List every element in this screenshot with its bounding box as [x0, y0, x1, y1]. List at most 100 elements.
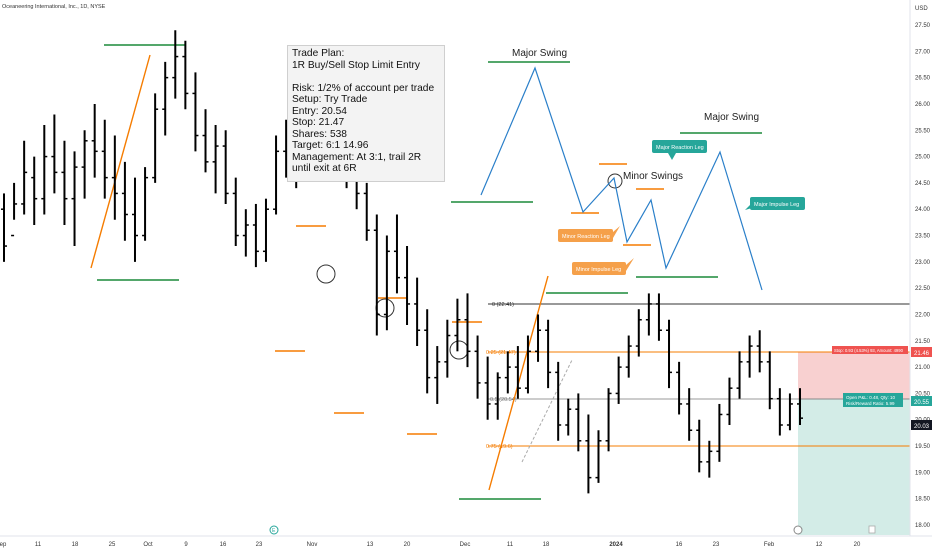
ohlc-bar — [454, 298, 461, 352]
position-stop-label: Stop: 0.93 (4.53%) 93, Amount: 4990 — [832, 346, 908, 354]
ohlc-bar — [262, 198, 269, 262]
ohlc-bar — [111, 135, 118, 220]
open-pnl-text: Open P&L: 0.48, Qty: 10 — [846, 395, 896, 400]
callout-major-impulse-leg[interactable]: Major Impulse Leg — [745, 197, 805, 210]
callout-box — [750, 197, 805, 210]
callout-pointer — [745, 205, 752, 210]
badge-text: 20.03 — [914, 424, 930, 430]
swing-circle — [607, 173, 623, 189]
time-tick-label: 18 — [543, 542, 550, 548]
price-tick-label: 25.50 — [915, 128, 931, 134]
price-tick-label: 18.00 — [915, 523, 931, 529]
trade-plan-box[interactable]: Trade Plan: 1R Buy/Sell Stop Limit Entry R… — [287, 45, 445, 182]
callout-minor-reaction-leg[interactable]: Minor Reaction Leg — [558, 226, 620, 242]
ohlc-bar — [202, 109, 209, 173]
ohlc-bar — [484, 356, 491, 420]
callout-major-reaction-leg[interactable]: Major Reaction Leg — [652, 140, 707, 160]
time-tick-label: 23 — [256, 542, 263, 548]
price-tick-label: 21.00 — [915, 365, 931, 371]
ohlc-bar — [585, 414, 592, 494]
ohlc-bar — [182, 40, 189, 110]
price-tick-label: 22.00 — [915, 312, 931, 318]
ohlc-bar — [605, 388, 612, 452]
callout-pointer — [626, 258, 634, 271]
price-tick-label: 24.00 — [915, 207, 931, 213]
price-tick-label: 19.00 — [915, 470, 931, 476]
ohlc-bar — [414, 277, 421, 347]
ohlc-bar — [162, 61, 169, 136]
ohlc-bar — [595, 430, 602, 483]
time-tick-label: 25 — [109, 542, 116, 548]
ohlc-bar — [222, 130, 229, 204]
time-tick-label: Feb — [764, 542, 775, 548]
ohlc-bar — [716, 403, 723, 462]
time-axis[interactable]: ep 11 18 25 Oct 9 16 23 Nov 13 20 Dec 11 18 2024 16 23 Fe… — [0, 542, 861, 548]
time-tick-label: Dec — [460, 542, 471, 548]
callout-text: Minor Reaction Leg — [562, 234, 610, 240]
callout-box — [572, 262, 626, 275]
trade-plan-line: Management: At 3:1, trail 2R — [292, 151, 422, 163]
ohlc-bar — [786, 393, 793, 431]
ohlc-bar — [464, 293, 471, 368]
ohlc-bar — [121, 161, 128, 241]
earnings-icon-glyph: E — [272, 528, 276, 534]
ohlc-bar — [676, 361, 683, 415]
callout-box — [652, 140, 707, 153]
ohlc-bar — [696, 419, 703, 473]
fib-level-075-label: 0.75 (19.6) — [486, 444, 513, 450]
trade-plan-line: Target: 6:1 14.96 — [292, 140, 369, 151]
ohlc-bar — [1, 193, 7, 262]
ohlc-bar — [706, 440, 713, 478]
callout-pointer — [613, 226, 620, 238]
ohlc-bar — [625, 335, 632, 378]
stop-label-box — [832, 346, 908, 354]
ohlc-bar — [524, 335, 531, 394]
time-tick-label: ep — [0, 542, 7, 548]
time-tick-label: 11 — [507, 542, 514, 548]
ohlc-bar — [434, 346, 441, 404]
callout-box — [558, 229, 613, 242]
date-range-icon[interactable] — [868, 525, 876, 534]
ohlc-bar — [363, 182, 370, 241]
earnings-icon[interactable]: E — [269, 525, 279, 535]
symbol-title: Oceaneering International, Inc., 1D, NYS… — [2, 4, 106, 10]
ohlc-bar — [21, 140, 28, 215]
entry-price-badge: 20.55 — [911, 396, 932, 406]
price-tick-label: 26.00 — [915, 102, 931, 108]
time-tick-label: Nov — [307, 542, 318, 548]
ohlc-bar — [393, 214, 400, 294]
fib-level-0-label: 0 (22.41) — [492, 302, 514, 308]
callout-text: Major Impulse Leg — [754, 202, 799, 208]
time-tick-label: 18 — [72, 542, 79, 548]
ohlc-bar — [444, 319, 451, 378]
ohlc-bar — [91, 103, 98, 178]
price-tick-label: 27.50 — [915, 23, 931, 29]
price-tick-label: 19.50 — [915, 444, 931, 450]
callout-text: Minor Impulse Leg — [576, 267, 621, 273]
ohlc-bar — [776, 388, 783, 436]
ohlc-bar — [746, 335, 753, 378]
trade-plan-line: Trade Plan: — [292, 48, 345, 59]
callout-minor-impulse-leg[interactable]: Minor Impulse Leg — [572, 258, 634, 275]
ohlc-bar — [545, 319, 552, 389]
impulse-trendline[interactable] — [90, 54, 151, 269]
ohlc-bar — [494, 372, 501, 420]
ohlc-bar — [51, 114, 58, 194]
trade-plan-line: until exit at 6R — [292, 163, 357, 174]
event-icon[interactable] — [793, 525, 803, 535]
swing-diagram-line[interactable] — [480, 66, 763, 291]
price-tick-label: 24.50 — [915, 181, 931, 187]
fib-level-025-label: 0.25 (21.47) — [486, 350, 516, 356]
time-tick-label: 20 — [854, 542, 861, 548]
ohlc-bar — [645, 293, 652, 336]
event-icon-circle — [793, 525, 803, 535]
swing-markers — [97, 44, 762, 500]
stop-label-text: Stop: 0.93 (4.53%) 93, Amount: 4990 — [834, 348, 904, 353]
ohlc-bar — [736, 351, 743, 399]
time-tick-label: 16 — [220, 542, 227, 548]
trade-plan-line: 1R Buy/Sell Stop Limit Entry — [292, 59, 420, 71]
price-axis[interactable]: 27.50 27.00 26.50 26.00 25.50 25.00 24.50 24.00… — [915, 23, 931, 529]
ohlc-bar — [655, 293, 662, 341]
price-tick-label: 25.00 — [915, 155, 931, 161]
